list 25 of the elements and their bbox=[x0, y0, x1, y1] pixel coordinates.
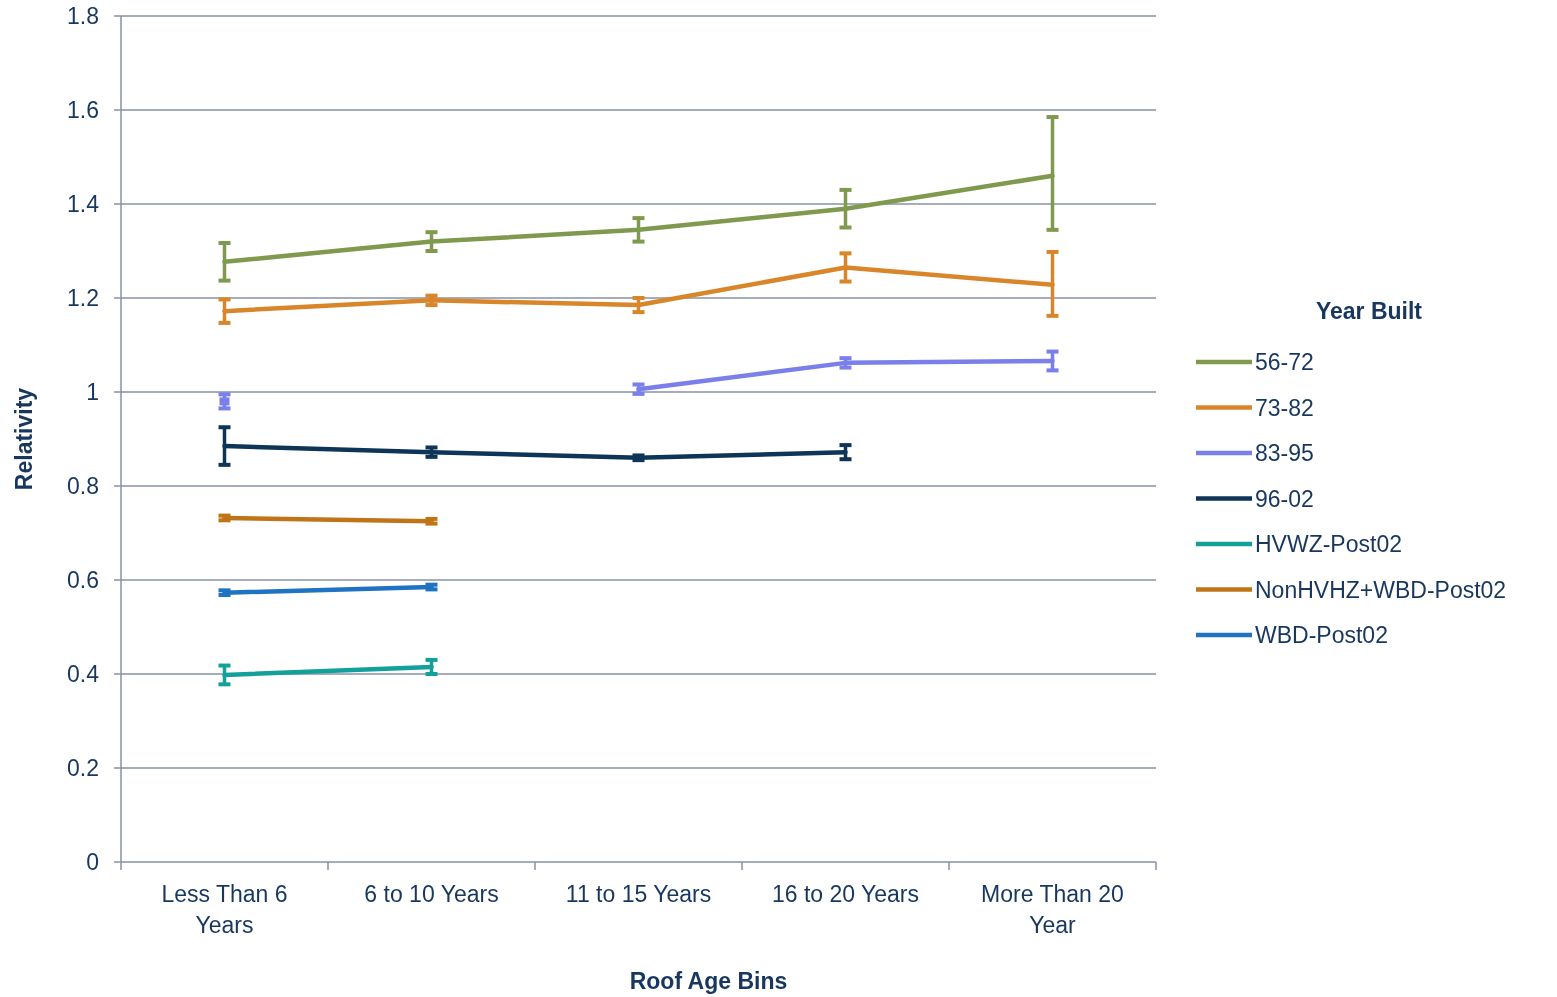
y-tick-label: 0.8 bbox=[67, 473, 99, 499]
legend-label: NonHVHZ+WBD-Post02 bbox=[1255, 576, 1507, 603]
x-tick-label: 16 to 20 Years bbox=[771, 881, 920, 907]
legend-label: 96-02 bbox=[1255, 485, 1314, 512]
y-tick-label: 0.2 bbox=[67, 755, 99, 781]
y-tick-label: 1.6 bbox=[67, 97, 99, 123]
x-tick-label: More Than 20 Year bbox=[981, 881, 1124, 938]
y-axis-title: Relativity bbox=[11, 387, 37, 491]
y-tick-label: 1.8 bbox=[67, 3, 99, 29]
legend-label: 83-95 bbox=[1255, 440, 1314, 466]
x-tick-label: 11 to 15 Years bbox=[565, 881, 712, 907]
legend-label: WBD-Post02 bbox=[1255, 622, 1388, 648]
legend-label: 56-72 bbox=[1255, 349, 1314, 375]
y-tick-label: 1.4 bbox=[67, 191, 100, 217]
y-tick-label: 1.2 bbox=[67, 285, 99, 311]
x-tick-label: Less Than 6 Years bbox=[161, 881, 288, 938]
legend-title: Year Built bbox=[1315, 298, 1423, 324]
x-axis-title: Roof Age Bins bbox=[629, 968, 788, 994]
y-tick-label: 0.4 bbox=[67, 661, 100, 687]
legend-label: HVWZ-Post02 bbox=[1255, 531, 1402, 557]
y-tick-label: 0 bbox=[86, 849, 99, 875]
x-tick-label: 6 to 10 Years bbox=[364, 881, 499, 907]
y-tick-label: 0.6 bbox=[67, 567, 99, 593]
y-tick-label: 1 bbox=[86, 379, 99, 405]
legend-label: 73-82 bbox=[1255, 394, 1314, 421]
